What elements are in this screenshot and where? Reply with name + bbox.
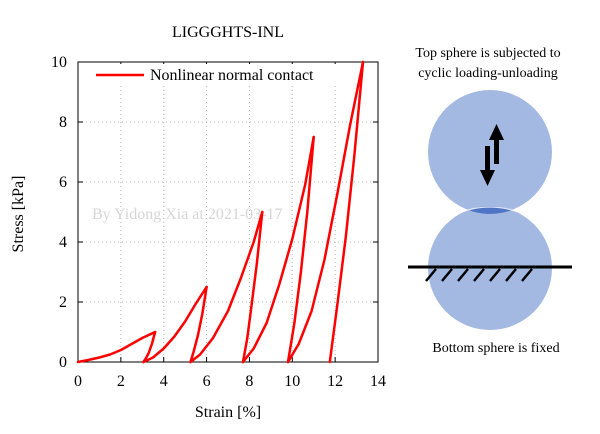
cycle-4-load-curve — [241, 135, 315, 364]
ground-hatch-mark — [425, 268, 437, 282]
sphere-diagram: Top sphere is subjected to cyclic loadin… — [408, 46, 572, 356]
x-tick-label: 14 — [370, 373, 386, 390]
x-tick-label: 12 — [327, 373, 343, 390]
x-axis-label: Strain [%] — [195, 404, 261, 421]
y-tick-label: 0 — [59, 354, 67, 371]
cycle-1-load-curve — [76, 330, 157, 364]
cycle-5-unload-curve — [328, 60, 365, 364]
plot-frame — [77, 61, 379, 363]
y-tick-label: 10 — [51, 54, 67, 71]
cycle-5-load-curve — [286, 60, 365, 364]
x-tick-label: 0 — [74, 373, 82, 390]
x-tick-label: 6 — [203, 373, 211, 390]
top-caption-line-2: cyclic loading-unloading — [418, 66, 558, 81]
ground-hatching — [425, 268, 533, 282]
ground-hatch-mark — [521, 268, 533, 282]
y-tick-labels: 0 2 4 6 8 10 — [51, 54, 67, 371]
y-tick-label: 8 — [59, 114, 67, 131]
cycle-2-load-curve — [142, 285, 208, 364]
y-tick-label: 4 — [59, 234, 67, 251]
ground-hatch-mark — [505, 268, 517, 282]
y-tick-label: 2 — [59, 294, 67, 311]
fixed-ground — [408, 265, 572, 282]
overlap-highlight — [447, 206, 533, 219]
x-tick-labels: 0 2 4 6 8 10 12 14 — [74, 373, 386, 390]
legend-label: Nonlinear normal contact — [150, 67, 314, 84]
cycle-4-unload-curve — [286, 135, 315, 364]
x-tick-label: 4 — [160, 373, 168, 390]
y-tick-label: 6 — [59, 174, 67, 191]
loading-arrow-up-icon — [489, 124, 504, 164]
cycle-3-unload-curve — [241, 210, 264, 364]
ground-hatch-mark — [473, 268, 485, 282]
cycle-3-load-curve — [189, 210, 264, 364]
legend-background — [94, 64, 356, 84]
bottom-caption: Bottom sphere is fixed — [432, 341, 559, 356]
x-tick-label: 8 — [245, 373, 253, 390]
top-caption-line-1: Top sphere is subjected to — [415, 46, 560, 61]
unloading-arrow-down-icon — [480, 146, 495, 186]
ground-hatch-mark — [457, 268, 469, 282]
y-axis-label: Stress [kPa] — [10, 176, 27, 253]
ground-hatch-mark — [441, 268, 453, 282]
ground-hatch-mark — [489, 268, 501, 282]
chart-title: LIGGGHTS-INL — [172, 24, 284, 41]
plot-area: 0 2 4 6 8 10 12 14 0 2 4 6 8 10 — [51, 54, 386, 390]
x-tick-label: 10 — [284, 373, 300, 390]
cycle-2-unload-curve — [189, 285, 208, 364]
x-tick-label: 2 — [117, 373, 125, 390]
series-nonlinear-normal-contact — [76, 60, 365, 364]
watermark: By Yidong Xia at 2021-03-17 — [92, 206, 283, 223]
legend: Nonlinear normal contact — [94, 64, 356, 84]
